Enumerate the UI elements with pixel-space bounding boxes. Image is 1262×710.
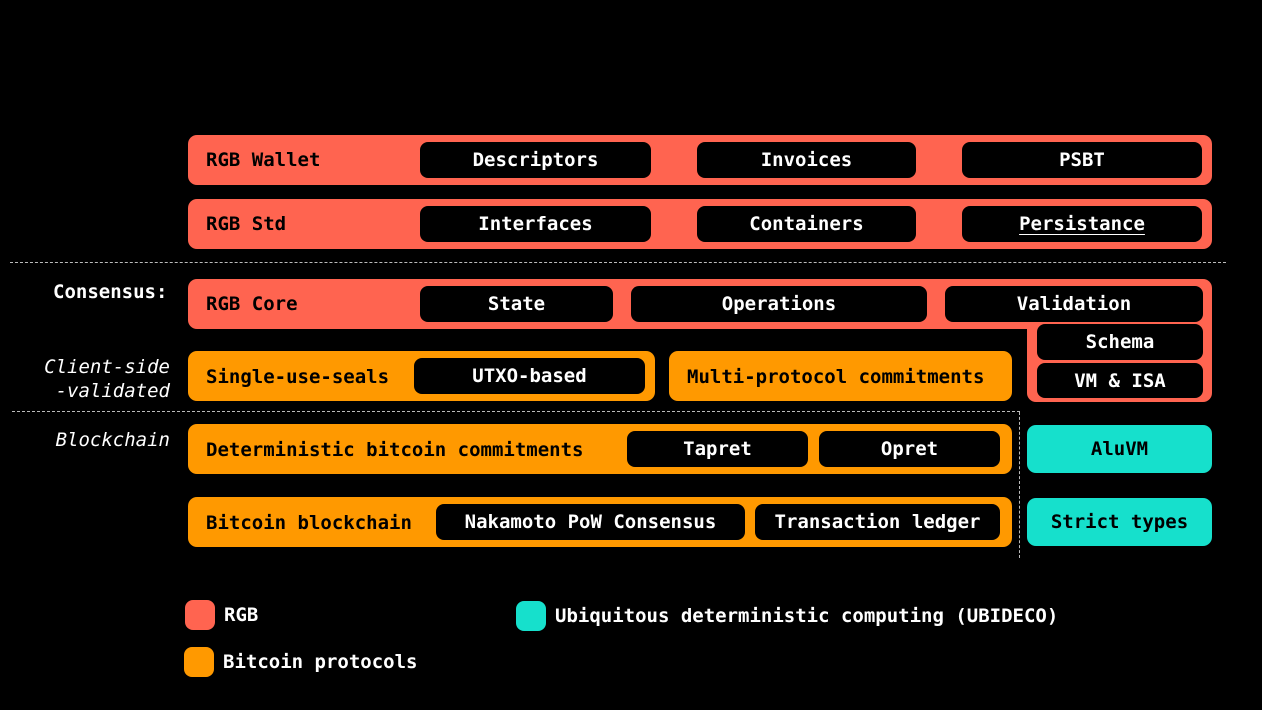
layer-separator-top <box>10 262 1226 263</box>
schema-block: Schema <box>1037 324 1203 360</box>
client-side-label-line1: Client-side <box>44 356 170 378</box>
tapret-block: Tapret <box>627 431 808 467</box>
persistance-text: Persistance <box>1019 213 1145 235</box>
opret-block: Opret <box>819 431 1000 467</box>
multi-protocol-commitments-layer <box>669 351 1012 401</box>
containers-block: Containers <box>697 206 916 242</box>
legend-rgb-label: RGB <box>224 604 259 626</box>
ubideco-separator <box>1019 412 1020 558</box>
blockchain-label: Blockchain <box>55 429 170 451</box>
transaction-ledger-block: Transaction ledger <box>755 504 1000 540</box>
single-use-seals-label: Single-use-seals <box>206 366 390 388</box>
psbt-block: PSBT <box>962 142 1202 178</box>
nakamoto-pow-consensus-block: Nakamoto PoW Consensus <box>436 504 745 540</box>
invoices-block: Invoices <box>697 142 916 178</box>
utxo-based-block: UTXO-based <box>414 358 645 394</box>
rgb-std-label: RGB Std <box>206 213 287 235</box>
multi-protocol-commitments-label: Multi-protocol commitments <box>687 366 985 388</box>
rgb-core-label: RGB Core <box>206 293 298 315</box>
consensus-label: Consensus: <box>53 281 168 303</box>
operations-block: Operations <box>631 286 927 322</box>
rgb-wallet-label: RGB Wallet <box>206 149 321 171</box>
bitcoin-blockchain-label: Bitcoin blockchain <box>206 512 412 534</box>
layer-separator-bottom <box>12 411 1020 412</box>
vm-isa-block: VM & ISA <box>1037 363 1203 398</box>
persistance-block: Persistance <box>962 206 1202 242</box>
descriptors-block: Descriptors <box>420 142 651 178</box>
strict-types-block: Strict types <box>1027 498 1212 546</box>
legend-ubideco-label: Ubiquitous deterministic computing (UBID… <box>555 605 1059 627</box>
interfaces-block: Interfaces <box>420 206 651 242</box>
legend-ubideco-swatch <box>516 601 546 631</box>
aluvm-block: AluVM <box>1027 425 1212 473</box>
legend-bitcoin-swatch <box>184 647 214 677</box>
state-block: State <box>420 286 613 322</box>
legend-rgb-swatch <box>185 600 215 630</box>
deterministic-bitcoin-commitments-label: Deterministic bitcoin commitments <box>206 439 584 461</box>
client-side-label-line2: -validated <box>55 380 170 402</box>
legend-bitcoin-label: Bitcoin protocols <box>223 651 418 673</box>
validation-block: Validation <box>945 286 1203 322</box>
